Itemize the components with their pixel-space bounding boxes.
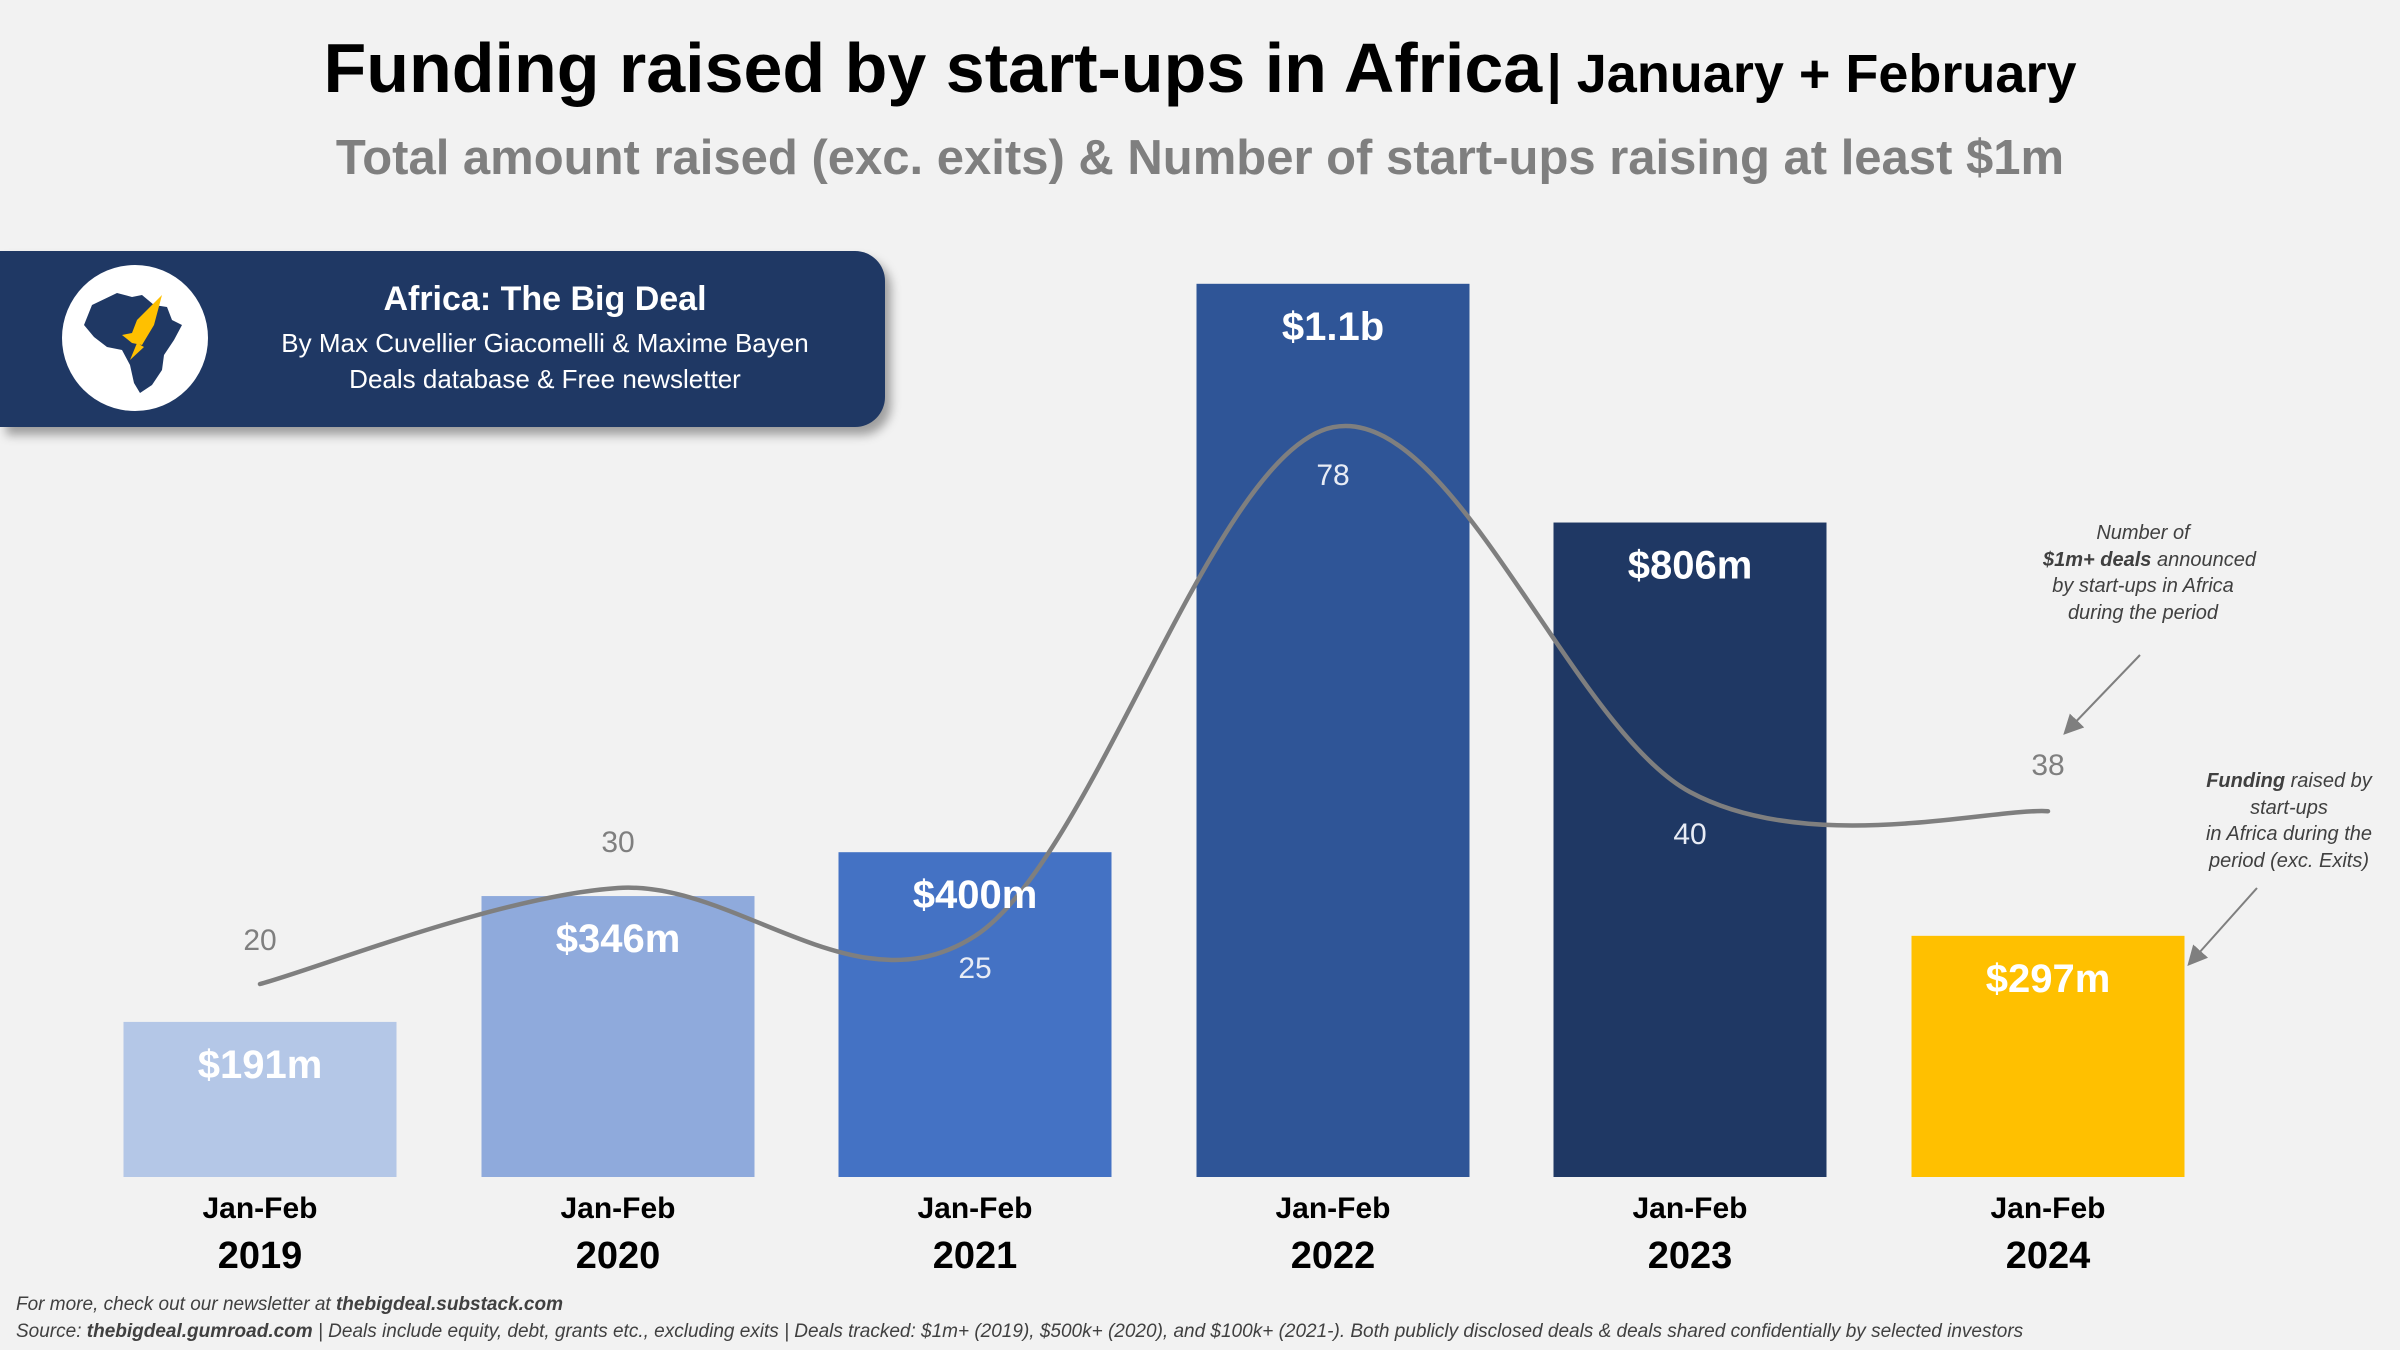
funding-value-label: $1.1b: [1282, 305, 1384, 349]
annotation-line: during the period: [2067, 601, 2219, 624]
footer-text: Source:: [16, 1321, 87, 1342]
funding-annotation: Funding raised by start-ups in Africa du…: [2179, 768, 2399, 874]
deals-annotation-arrow: [2063, 654, 2141, 735]
funding-annotation-arrow: [2187, 887, 2258, 966]
x-tick-year: 2020: [576, 1235, 661, 1277]
annotation-line: start-ups: [2250, 796, 2328, 819]
annotation-line: by start-ups in Africa: [2052, 575, 2234, 597]
funding-value-label: $346m: [556, 917, 681, 961]
chart-subtitle: Total amount raised (exc. exits) & Numbe…: [335, 131, 2065, 185]
annotation-line: in Africa during the: [2205, 823, 2372, 845]
x-tick-year: 2022: [1291, 1235, 1376, 1277]
funding-bar-2020: [481, 896, 755, 1177]
deals-count-label: 78: [1316, 459, 1349, 492]
footer-newsletter: For more, check out our newsletter at th…: [16, 1294, 563, 1316]
x-tick-year: 2024: [2006, 1235, 2091, 1277]
x-tick-year: 2021: [933, 1235, 1018, 1277]
x-tick-period: Jan-Feb: [1275, 1192, 1390, 1225]
footer-text: | Deals include equity, debt, grants etc…: [312, 1321, 2024, 1342]
funding-value-label: $400m: [913, 873, 1038, 917]
africa-map-icon: [84, 293, 182, 393]
footer-text: For more, check out our newsletter at: [16, 1294, 336, 1315]
x-tick-year: 2023: [1648, 1235, 1733, 1277]
funding-value-label: $191m: [198, 1043, 323, 1087]
funding-bar-2022: [1196, 283, 1470, 1177]
africa-rocket-logo: [62, 265, 208, 411]
annotation-text: raised by: [2285, 770, 2372, 792]
banner-tagline: Deals database & Free newsletter: [349, 364, 741, 394]
funding-bar-2024: [1911, 935, 2185, 1177]
funding-bar-2019: [123, 1021, 397, 1177]
funding-bar-2023: [1553, 522, 1827, 1177]
x-tick-period: Jan-Feb: [1990, 1192, 2105, 1225]
annotation-line: Funding raised by: [2179, 768, 2399, 795]
deals-count-label: 38: [2031, 749, 2064, 782]
x-tick-period: Jan-Feb: [917, 1192, 1032, 1225]
deals-count-line: [257, 423, 2051, 987]
deals-count-label: 20: [243, 924, 276, 957]
deals-annotation: Number of $1m+ deals announced by start-…: [2043, 520, 2256, 626]
annotation-bold: $1m+ deals: [2043, 548, 2152, 571]
deals-count-label: 40: [1673, 818, 1706, 851]
funding-value-label: $297m: [1986, 957, 2111, 1001]
banner-title: Africa: The Big Deal: [383, 280, 707, 318]
deals-count-label: 30: [601, 826, 634, 859]
chart-title-period: | January + February: [1546, 44, 2077, 104]
annotation-line: period (exc. Exits): [2208, 849, 2370, 872]
chart-title-main: Funding raised by start-ups in Africa: [323, 29, 1543, 107]
x-tick-period: Jan-Feb: [1632, 1192, 1747, 1225]
annotation-line: Number of: [2096, 522, 2190, 544]
deals-count-label: 25: [958, 952, 991, 985]
annotation-line: $1m+ deals announced: [2043, 547, 2256, 574]
source-link[interactable]: thebigdeal.gumroad.com: [86, 1321, 313, 1342]
x-tick-period: Jan-Feb: [202, 1192, 317, 1225]
newsletter-link[interactable]: thebigdeal.substack.com: [335, 1294, 563, 1315]
footer-source: Source: thebigdeal.gumroad.com | Deals i…: [16, 1321, 2023, 1343]
funding-value-label: $806m: [1628, 544, 1753, 588]
annotation-text: announced: [2151, 548, 2256, 571]
x-tick-period: Jan-Feb: [560, 1192, 675, 1225]
annotation-bold: Funding: [2206, 770, 2286, 792]
x-tick-year: 2019: [218, 1235, 303, 1277]
funding-bar-2021: [838, 852, 1112, 1177]
banner-authors: By Max Cuvellier Giacomelli & Maxime Bay…: [281, 328, 809, 358]
chart-title: Funding raised by start-ups in Africa | …: [0, 28, 2400, 108]
